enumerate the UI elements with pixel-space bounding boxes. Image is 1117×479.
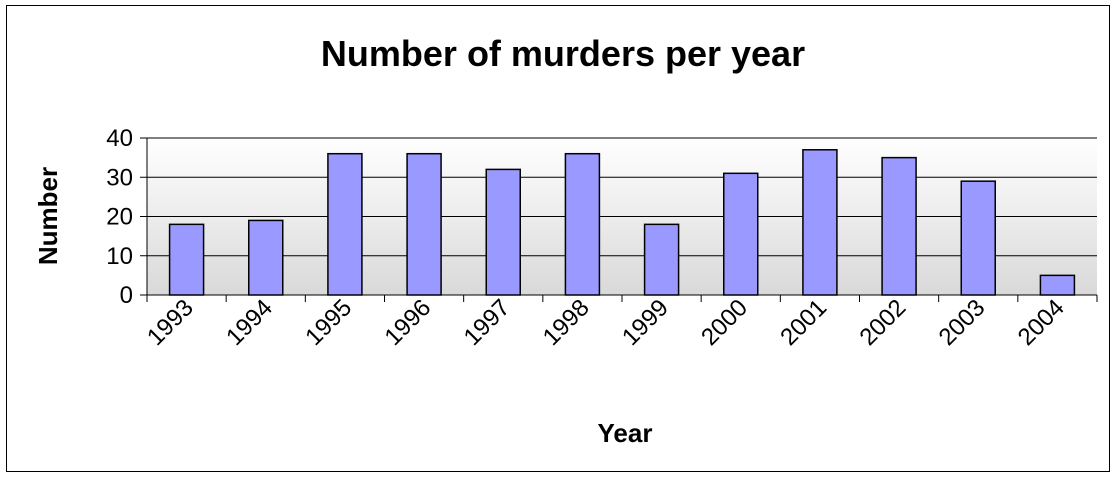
bar-1993 xyxy=(168,223,205,296)
bar-1994 xyxy=(248,219,284,296)
chart-title: Number of murders per year xyxy=(321,33,805,74)
y-axis-title: Number xyxy=(33,167,63,265)
y-tick-label: 10 xyxy=(106,243,133,270)
bar-2003 xyxy=(960,180,996,296)
bar-2002 xyxy=(881,156,917,296)
x-tick-label: 2000 xyxy=(696,294,753,351)
x-tick-label: 1998 xyxy=(538,294,595,351)
x-tick-label: 1993 xyxy=(142,294,199,351)
bar-2001 xyxy=(802,149,838,296)
bar-2004 xyxy=(1039,274,1076,296)
y-tick-label: 40 xyxy=(106,125,133,152)
bar-1998 xyxy=(564,152,601,296)
bar-1999 xyxy=(643,223,680,296)
x-axis-title: Year xyxy=(598,418,653,448)
bar-chart: Number of murders per year 0 10 20 30 40 199… xyxy=(33,33,1098,448)
bar-1997 xyxy=(485,168,521,296)
x-tick-label: 1999 xyxy=(617,294,674,351)
bar-2000 xyxy=(723,172,759,296)
x-tick-label: 2001 xyxy=(775,294,832,351)
x-tick-label: 2002 xyxy=(854,294,911,351)
y-tick-label: 20 xyxy=(106,204,133,231)
x-tick-label: 2004 xyxy=(1013,294,1070,351)
x-tick-label: 2003 xyxy=(934,294,991,351)
x-tick-label: 1996 xyxy=(379,294,436,351)
y-tick-label: 0 xyxy=(120,282,133,309)
y-tick-labels: 0 10 20 30 40 xyxy=(106,125,133,309)
x-tick-labels: 1993 1994 1995 1996 1997 1998 1999 2000 2001 2002… xyxy=(142,294,1070,351)
x-tick-label: 1995 xyxy=(300,294,357,351)
bar-1996 xyxy=(406,152,442,296)
bars xyxy=(168,149,1076,296)
chart-frame: Number of murders per year 0 10 20 30 40 199… xyxy=(6,5,1110,472)
x-tick-label: 1997 xyxy=(459,294,516,351)
bar-1995 xyxy=(327,152,363,296)
y-tick-label: 30 xyxy=(106,164,133,191)
axes xyxy=(140,137,1098,302)
x-tick-label: 1994 xyxy=(221,294,278,351)
